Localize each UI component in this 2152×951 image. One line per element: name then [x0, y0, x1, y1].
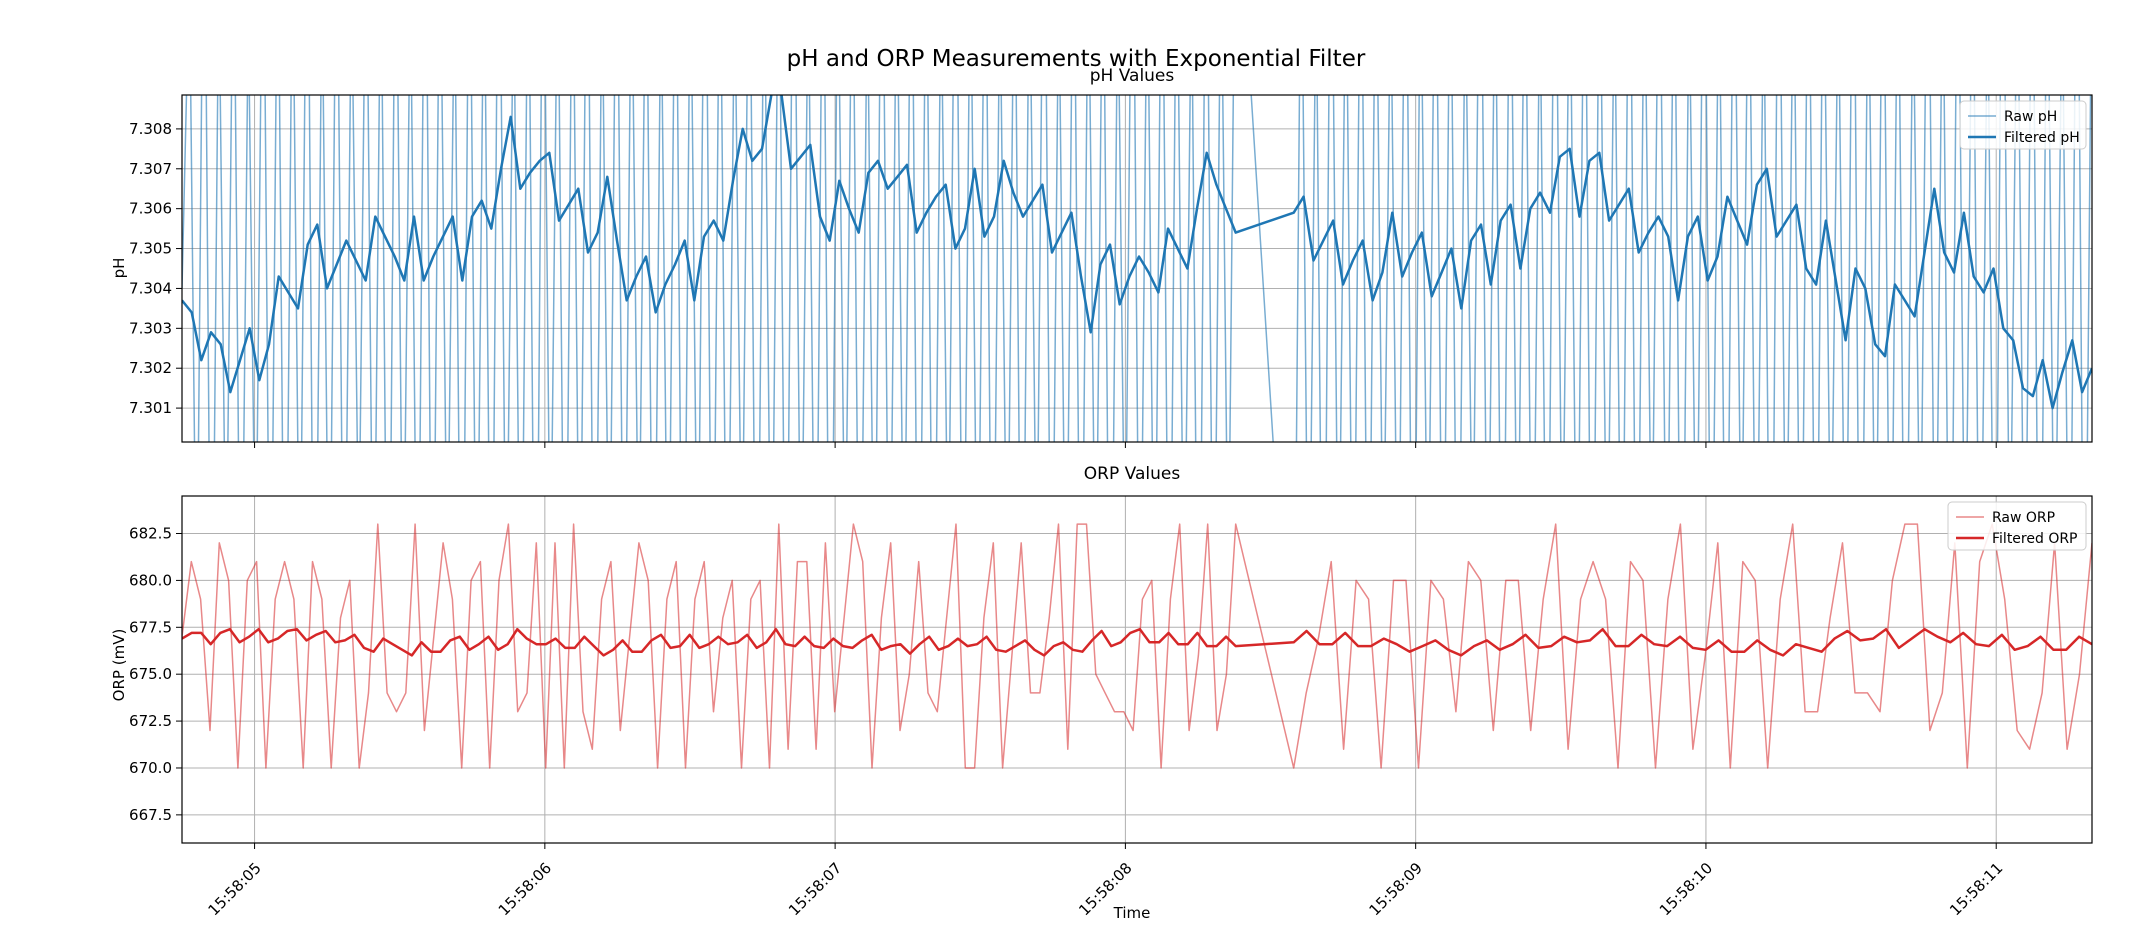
ph-y-tick-label: 7.303	[129, 319, 172, 337]
orp-y-tick-label: 677.5	[129, 618, 172, 636]
orp-legend: Raw ORP Filtered ORP	[1947, 501, 2087, 551]
ph-legend-label: Raw pH	[2004, 109, 2057, 125]
ph-y-tick-label: 7.306	[129, 200, 172, 218]
ph-subplot-title: pH Values	[1090, 66, 1175, 86]
orp-subplot-title: ORP Values	[1084, 464, 1181, 484]
ph-series-group	[182, 95, 2092, 442]
orp-legend-label: Raw ORP	[1992, 510, 2055, 526]
orp-series-group	[182, 523, 2092, 769]
ph-y-tick-label: 7.301	[129, 399, 172, 417]
orp-axes-frame	[181, 495, 2093, 844]
orp-y-tick-label: 672.5	[129, 712, 172, 730]
ph-series-line-filtered-ph	[182, 95, 2092, 410]
x-tick-label: 15:58:06	[495, 859, 555, 919]
x-axis-label: Time	[1113, 904, 1151, 922]
ph-y-tick-label: 7.305	[129, 240, 172, 258]
ph-y-tick-label: 7.308	[129, 120, 172, 138]
ph-y-axis-label: pH	[110, 258, 128, 279]
orp-series-line-filtered-orp	[182, 627, 2092, 657]
orp-legend-label: Filtered ORP	[1992, 531, 2078, 547]
orp-y-tick-label: 682.5	[129, 525, 172, 543]
orp-y-axis-label: ORP (mV)	[110, 629, 128, 702]
x-tick-label: 15:58:07	[785, 859, 845, 919]
ph-plot-area: 7.301 7.302 7.303 7.304 7.305 7.306 7.307 7.308…	[129, 94, 2093, 448]
orp-y-tick-label: 670.0	[129, 759, 172, 777]
figure-title: pH and ORP Measurements with Exponential…	[787, 46, 1366, 72]
ph-y-tick-label: 7.302	[129, 359, 172, 377]
orp-plot-area: 667.5 670.0 672.5 675.0 677.5 680.0 682.5 15:58…	[129, 495, 2093, 919]
ph-y-tick-label: 7.304	[129, 279, 172, 297]
ph-series-line-raw-ph	[182, 95, 2092, 442]
ph-legend: Raw pH Filtered pH	[1959, 100, 2087, 150]
x-tick-label: 15:58:11	[1946, 859, 2006, 919]
orp-y-tick-label: 680.0	[129, 571, 172, 589]
orp-series-line-raw-orp	[182, 523, 2092, 769]
ph-y-tick-label: 7.307	[129, 160, 172, 178]
x-tick-label: 15:58:10	[1656, 859, 1716, 919]
ph-legend-label: Filtered pH	[2004, 130, 2080, 146]
x-tick-label: 15:58:05	[204, 859, 264, 919]
x-tick-label: 15:58:09	[1366, 859, 1426, 919]
ph-axes-frame	[181, 94, 2093, 443]
orp-y-tick-label: 667.5	[129, 806, 172, 824]
orp-y-tick-label: 675.0	[129, 665, 172, 683]
